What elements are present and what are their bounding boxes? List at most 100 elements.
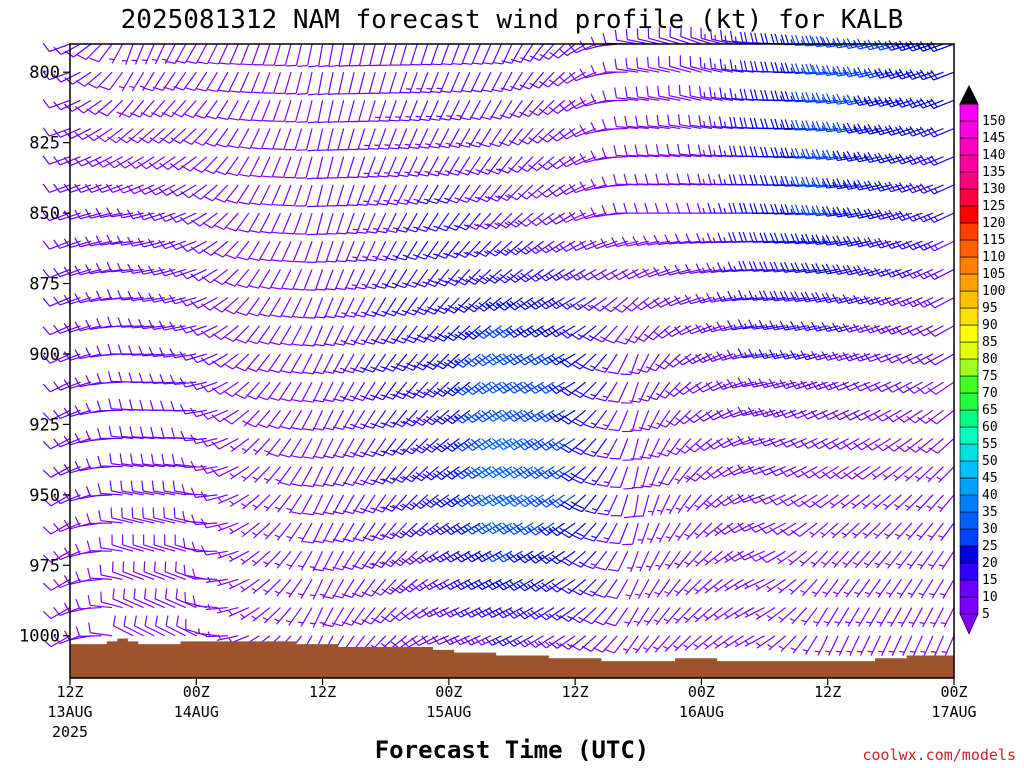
wind-barb-staff: [132, 353, 155, 356]
wind-barb-feather: [341, 621, 352, 626]
wind-barb-staff: [142, 463, 165, 468]
wind-barb-feather: [239, 146, 251, 150]
wind-barb: [165, 615, 187, 637]
wind-barb-feather: [283, 232, 295, 235]
wind-barb-feather: [213, 278, 223, 286]
wind-barb-staff: [200, 184, 218, 200]
wind-barb: [250, 128, 271, 150]
wind-barb-staff: [164, 571, 186, 580]
wind-barb-feather: [421, 608, 430, 618]
wind-barb: [390, 607, 418, 622]
wind-barb: [393, 353, 418, 372]
wind-barb: [191, 184, 218, 200]
wind-barb-feather: [393, 338, 404, 344]
wind-barb-feather: [201, 276, 211, 284]
wind-barb: [327, 128, 345, 151]
wind-barb-feather: [106, 261, 112, 272]
wind-barb: [168, 212, 197, 223]
wind-barb-staff: [111, 490, 134, 496]
wind-barb-feather: [179, 351, 187, 361]
wind-barb-half-feather: [428, 610, 433, 616]
wind-barb-staff: [50, 550, 71, 563]
wind-barb-staff: [403, 297, 418, 316]
wind-barb-feather: [453, 581, 462, 590]
wind-barb: [423, 353, 450, 371]
wind-barb: [263, 550, 281, 568]
wind-barb-feather: [474, 331, 484, 339]
wind-barb-feather: [328, 64, 340, 68]
wind-barb-feather: [470, 89, 482, 93]
wind-barb-half-feather: [723, 207, 727, 214]
wind-barb-half-feather: [341, 312, 347, 315]
wind-barb-feather: [498, 608, 508, 617]
wind-barb-staff: [414, 269, 429, 288]
wind-barb-staff: [135, 156, 155, 169]
wind-barb-feather: [257, 423, 268, 429]
wind-barb: [261, 184, 282, 206]
wind-barb: [211, 381, 239, 395]
wind-barb-staff: [630, 381, 639, 404]
wind-barb-feather: [453, 471, 463, 480]
wind-barb-staff: [133, 598, 155, 609]
wind-barb-staff: [195, 494, 218, 498]
wind-barb: [362, 550, 387, 570]
wind-barb-staff: [100, 520, 123, 524]
wind-barb-feather: [240, 118, 251, 122]
wind-barb: [338, 72, 355, 95]
wind-barb-staff: [240, 43, 250, 65]
wind-barb-half-feather: [506, 301, 512, 307]
wind-barb-staff: [237, 128, 250, 149]
wind-barb-staff: [174, 463, 197, 468]
wind-barb-staff: [282, 156, 292, 178]
wind-barb-half-feather: [454, 359, 460, 364]
wind-barb-feather: [696, 202, 702, 214]
wind-barb-feather: [474, 386, 484, 395]
wind-barb-feather: [352, 396, 364, 402]
wind-barb-half-feather: [409, 503, 415, 508]
wind-barb: [465, 268, 492, 285]
wind-barb: [108, 43, 124, 64]
wind-barb: [272, 212, 292, 234]
wind-barb-feather: [147, 211, 156, 221]
wind-barb: [400, 607, 429, 620]
wind-barb: [263, 494, 281, 512]
wind-barb: [322, 410, 345, 431]
wind-barb-feather: [527, 301, 536, 310]
wind-barb: [322, 466, 345, 487]
wind-barb-feather: [381, 561, 392, 568]
wind-barb-feather: [371, 562, 382, 569]
wind-barb-staff: [100, 492, 123, 496]
wind-barb: [359, 43, 376, 67]
wind-barb-feather: [453, 443, 463, 452]
wind-barb-half-feather: [464, 442, 470, 447]
wind-barb-staff: [153, 544, 176, 552]
wind-barb-feather: [647, 424, 658, 430]
wind-barb-feather: [496, 249, 507, 256]
wind-barb-half-feather: [339, 367, 346, 371]
wind-barb-staff: [338, 43, 345, 66]
wind-barb-feather: [537, 301, 547, 310]
wind-barb: [239, 156, 260, 177]
wind-barb-half-feather: [534, 641, 540, 646]
wind-barb: [262, 607, 281, 624]
wind-barb-feather: [133, 588, 136, 599]
wind-barb-half-feather: [229, 445, 235, 450]
wind-barb: [673, 578, 692, 597]
wind-barb-feather: [426, 227, 437, 232]
wind-barb-feather: [624, 115, 628, 127]
wind-barb: [538, 99, 566, 116]
wind-barb-feather: [506, 442, 515, 451]
wind-barb-feather: [312, 512, 324, 516]
wind-barb: [247, 297, 271, 317]
wind-barb-half-feather: [665, 536, 671, 539]
wind-barb: [357, 128, 376, 150]
wind-barb-feather: [528, 137, 538, 144]
wind-barb-staff: [301, 410, 313, 430]
wind-barb-half-feather: [217, 607, 222, 613]
wind-barb-feather: [148, 187, 157, 196]
wind-barb-half-feather: [389, 477, 396, 481]
wind-barb-half-feather: [228, 610, 233, 616]
wind-barb-feather: [362, 368, 374, 373]
wind-barb-staff: [312, 522, 324, 544]
wind-barb-feather: [505, 638, 515, 647]
